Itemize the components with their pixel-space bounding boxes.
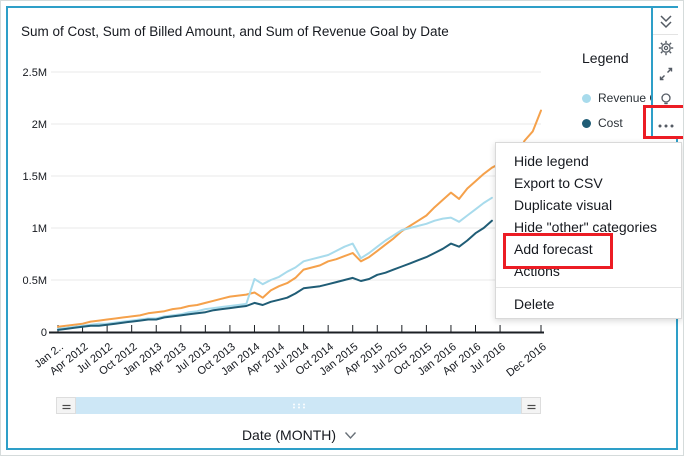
lightbulb-icon xyxy=(658,92,674,108)
legend-item-revenue-goal[interactable]: Revenue G xyxy=(582,91,653,105)
x-axis-title-label: Date (MONTH) xyxy=(241,427,337,443)
y-axis-tick-label: 0 xyxy=(41,327,47,339)
menu-item-delete[interactable]: Delete xyxy=(514,296,555,312)
y-axis-tick-label: 1M xyxy=(32,223,47,235)
menu-item-export-to-csv[interactable]: Export to CSV xyxy=(514,175,603,191)
y-axis-tick-label: 1.5M xyxy=(23,171,47,183)
slider-right-handle[interactable] xyxy=(521,397,541,414)
menu-divider xyxy=(496,287,681,288)
legend-label-cost: Cost xyxy=(598,116,623,130)
menu-item-actions[interactable]: Actions xyxy=(514,263,560,279)
legend-swatch-revenue-goal xyxy=(582,93,591,103)
series-line-revenue-goal[interactable] xyxy=(57,196,493,330)
menu-item-add-forecast[interactable]: Add forecast xyxy=(514,241,593,257)
handle-grip-icon xyxy=(62,397,71,415)
y-axis-tick-label: 0.5M xyxy=(23,275,47,287)
date-range-slider[interactable] xyxy=(56,397,541,414)
settings-button[interactable] xyxy=(653,35,678,61)
legend: Legend Revenue G Cost xyxy=(577,50,653,136)
slider-grip-icon xyxy=(291,397,307,415)
menu-item-hide-legend[interactable]: Hide legend xyxy=(514,153,589,169)
slider-left-handle[interactable] xyxy=(56,397,76,414)
menu-options-button[interactable] xyxy=(653,113,678,139)
insights-button[interactable] xyxy=(653,87,678,113)
series-line-billed-amount[interactable] xyxy=(57,109,542,328)
visual-toolbar xyxy=(651,8,678,137)
maximize-button[interactable] xyxy=(653,61,678,87)
handle-grip-icon xyxy=(527,397,536,415)
legend-item-cost[interactable]: Cost xyxy=(582,116,623,130)
visual-title: Sum of Cost, Sum of Billed Amount, and S… xyxy=(21,24,449,39)
collapse-menu-button[interactable] xyxy=(653,8,678,35)
x-axis-tick-label: Dec 2016 xyxy=(504,341,548,379)
chevron-down-icon xyxy=(344,427,357,443)
series-line-cost[interactable] xyxy=(57,219,493,331)
context-menu: Hide legend Export to CSV Duplicate visu… xyxy=(495,142,682,319)
double-chevron-down-icon xyxy=(658,14,674,29)
legend-label-revenue-goal: Revenue G xyxy=(598,91,653,105)
ellipsis-icon xyxy=(657,123,675,129)
menu-item-hide-other-categories[interactable]: Hide "other" categories xyxy=(514,219,658,235)
legend-swatch-cost xyxy=(582,118,591,128)
expand-icon xyxy=(658,66,674,82)
x-axis-field-well[interactable]: Date (MONTH) xyxy=(58,427,541,443)
date-range-slider-fill[interactable] xyxy=(76,397,521,414)
gear-icon xyxy=(658,40,674,56)
y-axis-tick-label: 2.5M xyxy=(23,67,47,79)
legend-title: Legend xyxy=(582,50,629,66)
y-axis-tick-label: 2M xyxy=(32,119,47,131)
menu-item-duplicate-visual[interactable]: Duplicate visual xyxy=(514,197,613,213)
